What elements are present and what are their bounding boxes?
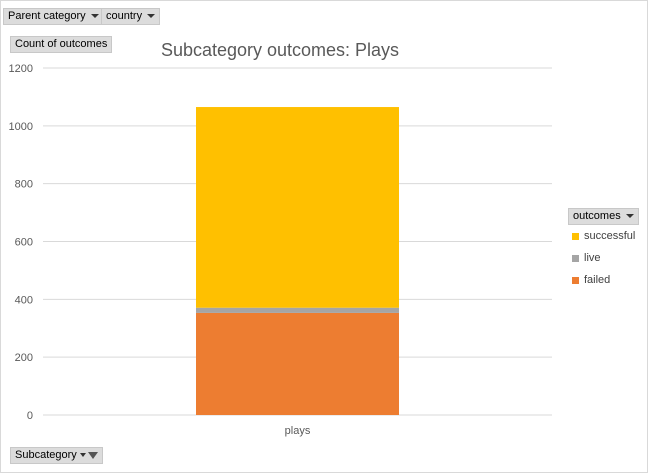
chart-title: Subcategory outcomes: Plays (160, 40, 400, 60)
value-field-label: Count of outcomes (15, 38, 108, 50)
parent-category-label: Parent category (8, 10, 86, 22)
country-label: country (106, 10, 143, 22)
y-tick-label: 400 (15, 294, 33, 306)
legend-label-failed: failed (584, 274, 611, 286)
outcomes-legend-button[interactable]: outcomes (568, 208, 639, 225)
parent-category-filter-button[interactable]: Parent category (3, 8, 104, 25)
y-tick-label: 200 (15, 352, 33, 364)
legend-swatch-failed (572, 276, 579, 284)
legend-item-failed: failed (572, 274, 610, 286)
y-tick-label: 1200 (9, 63, 33, 75)
country-filter-button[interactable]: country (101, 8, 161, 25)
subcategory-filter-button[interactable]: Subcategory (10, 447, 103, 464)
y-tick-label: 0 (27, 410, 33, 422)
dropdown-arrow-icon (90, 14, 99, 19)
filter-icon (87, 451, 98, 459)
value-field-button[interactable]: Count of outcomes (10, 36, 113, 53)
bar-segment-live (196, 307, 399, 313)
y-tick-label: 800 (15, 179, 33, 191)
legend-item-live: live (572, 252, 601, 264)
y-tick-label: 1000 (9, 121, 33, 133)
x-tick-label: plays (285, 425, 311, 437)
legend-label-successful: successful (584, 230, 636, 242)
dropdown-arrow-icon (625, 214, 634, 219)
legend-item-successful: successful (572, 230, 635, 242)
bar-segment-successful (196, 107, 399, 308)
outcomes-label: outcomes (573, 210, 621, 222)
sort-arrow-icon (79, 453, 86, 458)
legend-label-live: live (584, 252, 601, 264)
y-tick-label: 600 (15, 237, 33, 249)
subcategory-label: Subcategory (15, 449, 77, 461)
dropdown-arrow-icon (147, 14, 156, 19)
legend-swatch-successful (572, 232, 579, 240)
legend-swatch-live (572, 254, 579, 262)
bar-segment-failed (196, 312, 399, 415)
